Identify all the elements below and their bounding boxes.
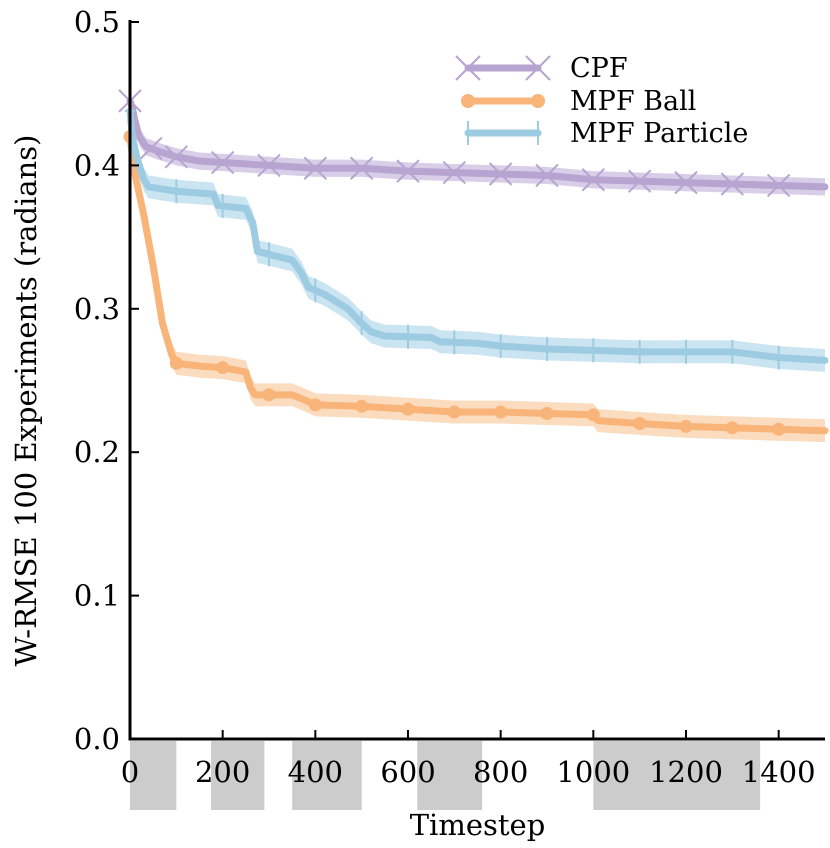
x-tick-label: 0	[121, 755, 139, 789]
data-point	[216, 361, 230, 375]
shaded-interval-1	[211, 741, 265, 810]
data-point	[139, 136, 163, 161]
x-tick-label: 1200	[649, 755, 723, 789]
data-point	[720, 172, 745, 196]
data-point	[725, 421, 739, 435]
confidence-band	[130, 99, 825, 372]
data-point	[403, 324, 413, 349]
data-point	[164, 145, 189, 169]
legend-marker	[455, 55, 481, 81]
data-point	[171, 179, 182, 204]
series-line	[126, 107, 829, 364]
legend-entry-cpf: CPF	[455, 53, 628, 84]
data-point	[303, 156, 328, 180]
data-point	[772, 422, 786, 436]
data-point	[495, 334, 506, 359]
data-point	[627, 169, 652, 193]
data-point	[217, 194, 228, 219]
y-tick-label: 0.2	[74, 435, 120, 469]
x-tick-label: 200	[195, 755, 250, 789]
x-tick-label: 800	[473, 755, 528, 789]
shaded-interval-2	[292, 741, 362, 810]
data-point	[581, 168, 606, 192]
shaded-interval-3	[417, 741, 483, 810]
x-tick-label: 600	[380, 755, 435, 789]
data-point	[488, 162, 513, 186]
data-point	[262, 388, 276, 402]
axes: 0.0 0.1 0.2 0.3 0.4 0.5 0 200 400 600 800 1000 1200 1…	[9, 5, 825, 842]
data-point	[449, 330, 460, 355]
data-point	[679, 419, 693, 433]
data-point	[681, 339, 691, 364]
series-mpf-particle	[125, 98, 829, 372]
data-point	[633, 417, 647, 431]
legend-marker	[461, 94, 475, 108]
y-axis-label: W-RMSE 100 Experiments (radians)	[9, 135, 43, 667]
legend-entry-mpf-ball: MPF Ball	[461, 86, 696, 117]
series-layer	[118, 89, 829, 443]
shaded-intervals	[130, 741, 761, 810]
data-point	[586, 408, 600, 422]
legend-marker	[531, 94, 545, 108]
data-point	[355, 399, 369, 413]
data-point	[210, 150, 235, 175]
series-mpf-ball	[123, 125, 829, 443]
data-point	[308, 398, 322, 412]
x-tick-label: 400	[288, 755, 343, 789]
y-tick-label: 0.3	[74, 292, 120, 326]
y-tick-label: 0.1	[74, 579, 120, 613]
data-point	[310, 278, 321, 303]
series-cpf	[118, 89, 829, 198]
data-point	[766, 173, 791, 198]
data-point	[349, 156, 374, 180]
legend-entry-mpf-particle: MPF Particle	[464, 118, 748, 149]
legend-marker	[525, 55, 551, 81]
data-point	[264, 242, 274, 267]
data-point	[535, 163, 559, 188]
x-axis-label: Timestep	[410, 808, 546, 842]
data-point	[727, 339, 738, 364]
y-tick-label: 0.4	[74, 148, 120, 182]
data-point	[396, 159, 420, 183]
data-point	[447, 405, 461, 419]
data-point	[257, 153, 281, 178]
shaded-interval-4	[593, 741, 761, 810]
legend-label: CPF	[570, 53, 628, 84]
legend-label: MPF Ball	[570, 86, 696, 117]
x-tick-label: 1000	[556, 755, 630, 789]
data-point	[356, 311, 367, 336]
series-line	[126, 133, 829, 435]
x-tick-label: 1400	[742, 755, 816, 789]
data-point	[540, 406, 554, 420]
shaded-interval-0	[130, 741, 177, 810]
y-tick-label: 0.5	[74, 5, 120, 39]
data-point	[588, 338, 599, 363]
data-point	[674, 170, 698, 195]
data-point	[773, 345, 784, 370]
data-point	[442, 160, 467, 185]
data-point	[401, 402, 415, 416]
data-point	[169, 356, 183, 370]
legend-label: MPF Particle	[570, 118, 748, 149]
data-point	[634, 339, 645, 364]
y-tick-label: 0.0	[74, 722, 120, 756]
data-point	[494, 405, 508, 419]
data-point	[542, 336, 552, 361]
